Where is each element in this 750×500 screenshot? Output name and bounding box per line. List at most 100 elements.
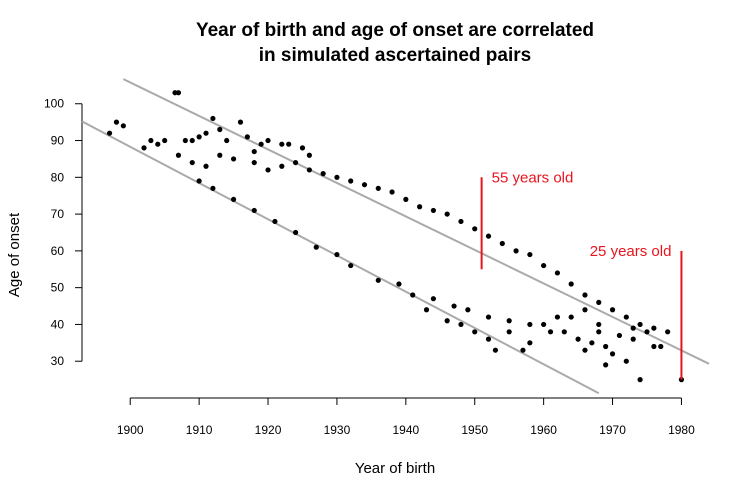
data-point — [189, 137, 195, 144]
data-point — [444, 211, 450, 217]
data-point — [251, 207, 257, 214]
data-point — [582, 347, 588, 353]
annotation-label: 55 years old — [492, 169, 574, 186]
data-point — [603, 362, 609, 368]
data-point — [485, 336, 492, 342]
data-point — [465, 307, 471, 313]
data-point — [589, 340, 595, 346]
data-point — [430, 207, 436, 214]
data-point — [623, 358, 629, 364]
data-point — [637, 377, 643, 383]
data-point — [527, 321, 533, 328]
data-point — [155, 141, 161, 147]
data-point — [644, 329, 650, 335]
data-point — [506, 329, 512, 335]
data-point — [582, 307, 588, 313]
x-tick-label: 1960 — [530, 423, 557, 437]
y-tick-label: 80 — [51, 170, 65, 184]
data-point — [575, 336, 581, 342]
data-point — [444, 318, 450, 324]
x-tick-label: 1970 — [599, 423, 626, 437]
data-point — [279, 141, 285, 147]
data-point — [458, 321, 464, 328]
y-tick-label: 30 — [51, 354, 65, 368]
data-point — [458, 218, 464, 225]
data-point — [348, 262, 354, 269]
data-point — [596, 329, 602, 335]
data-point — [582, 292, 588, 298]
data-point — [189, 159, 195, 166]
data-point — [265, 137, 271, 144]
data-point — [120, 123, 126, 129]
y-axis: 30 40 50 60 70 80 90 100 — [44, 97, 83, 368]
x-tick-label: 1930 — [324, 423, 351, 437]
y-axis-label: Age of onset — [6, 212, 23, 297]
data-point — [348, 178, 354, 184]
data-point — [217, 152, 223, 158]
data-point — [251, 159, 257, 166]
data-point — [162, 137, 168, 144]
data-point — [265, 167, 271, 173]
data-point — [554, 314, 561, 320]
data-point — [196, 178, 202, 184]
x-tick-label: 1980 — [668, 423, 695, 437]
data-point — [175, 90, 182, 96]
band-line-2 — [81, 120, 600, 395]
data-point — [430, 296, 436, 302]
data-point — [410, 292, 416, 298]
data-point — [630, 325, 636, 331]
annotation-label: 25 years old — [590, 243, 672, 260]
data-point — [203, 163, 209, 169]
data-point — [210, 115, 216, 122]
annotations: 55 years old 25 years old — [480, 169, 683, 380]
data-point — [513, 248, 519, 254]
data-point — [292, 229, 299, 236]
data-point — [492, 347, 499, 353]
data-point — [286, 141, 292, 147]
y-tick-label: 70 — [51, 207, 65, 221]
x-tick-label: 1920 — [255, 423, 282, 437]
data-point — [396, 281, 402, 287]
data-point — [244, 134, 250, 140]
data-point — [299, 145, 306, 151]
data-point — [141, 145, 147, 151]
data-point — [637, 321, 643, 328]
data-point — [568, 314, 574, 320]
data-point — [616, 332, 623, 339]
x-tick-label: 1940 — [392, 423, 419, 437]
data-point — [561, 329, 567, 335]
data-point — [375, 277, 381, 283]
data-point — [472, 226, 478, 232]
data-point — [313, 244, 319, 250]
data-point — [603, 343, 609, 350]
data-point — [403, 196, 409, 202]
data-point — [527, 251, 533, 258]
data-point — [417, 204, 423, 210]
data-point — [630, 336, 636, 342]
data-point — [541, 262, 547, 269]
data-point — [361, 182, 368, 188]
x-tick-label: 1910 — [186, 423, 213, 437]
y-tick-label: 40 — [51, 317, 65, 331]
data-point — [279, 163, 285, 169]
data-point — [230, 156, 237, 162]
data-point — [106, 130, 113, 136]
data-point — [485, 314, 492, 320]
data-point — [375, 185, 381, 191]
data-point — [182, 137, 188, 144]
data-point — [527, 340, 533, 346]
data-point — [623, 314, 629, 320]
band-lines — [81, 78, 710, 395]
data-point — [547, 329, 554, 335]
data-point — [596, 321, 602, 328]
data-point — [389, 189, 395, 195]
data-point — [224, 137, 230, 144]
data-point — [196, 134, 202, 140]
data-point — [472, 329, 478, 335]
data-point — [334, 174, 340, 180]
data-point — [651, 325, 657, 331]
data-point — [596, 299, 602, 305]
data-point — [210, 185, 216, 191]
data-point — [568, 281, 574, 287]
